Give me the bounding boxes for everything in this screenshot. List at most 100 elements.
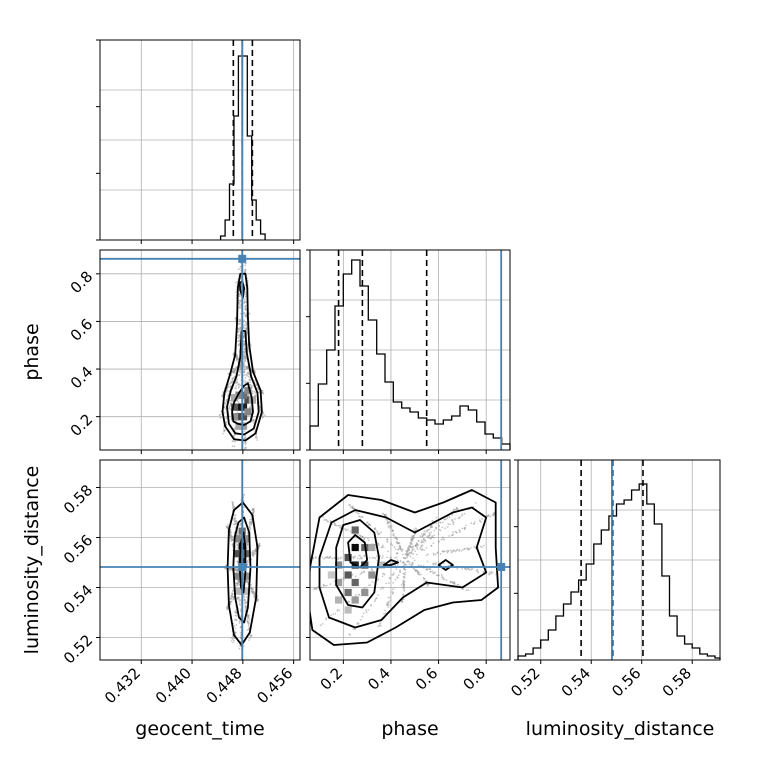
sample-point bbox=[246, 543, 249, 546]
sample-point bbox=[248, 639, 250, 641]
sample-point bbox=[238, 647, 241, 650]
sample-point bbox=[344, 528, 347, 531]
sample-point bbox=[406, 556, 408, 559]
sample-point bbox=[428, 528, 431, 531]
sample-point bbox=[392, 534, 395, 536]
density-cell bbox=[344, 606, 352, 614]
sample-point bbox=[376, 531, 379, 534]
sample-point bbox=[456, 583, 459, 586]
density-cell bbox=[235, 413, 243, 421]
sample-point bbox=[363, 570, 365, 573]
sample-point bbox=[433, 534, 435, 537]
sample-point bbox=[246, 619, 249, 621]
density-cell bbox=[234, 587, 242, 595]
sample-point bbox=[225, 421, 227, 423]
sample-point bbox=[247, 375, 250, 378]
sample-point bbox=[398, 542, 401, 544]
sample-point bbox=[433, 529, 436, 532]
sample-point bbox=[378, 623, 381, 625]
sample-point bbox=[253, 592, 255, 595]
sample-point bbox=[383, 514, 386, 517]
sample-point bbox=[383, 609, 386, 612]
sample-point bbox=[234, 517, 237, 520]
sample-point bbox=[435, 522, 438, 524]
sample-point bbox=[336, 609, 339, 612]
sample-point bbox=[442, 550, 444, 553]
sample-point bbox=[261, 414, 264, 416]
sample-point bbox=[389, 543, 392, 546]
sample-point bbox=[244, 305, 246, 308]
sample-point bbox=[261, 392, 264, 395]
sample-point bbox=[417, 564, 420, 567]
frame-hist-phase bbox=[309, 249, 511, 451]
sample-point bbox=[222, 432, 224, 435]
sample-point bbox=[417, 539, 420, 542]
sample-point bbox=[231, 638, 234, 640]
sample-point bbox=[337, 557, 340, 559]
sample-point bbox=[377, 594, 379, 596]
sample-point bbox=[403, 584, 405, 586]
sample-point bbox=[390, 527, 393, 529]
sample-point bbox=[234, 632, 237, 634]
sample-point bbox=[229, 402, 232, 404]
sample-point bbox=[359, 535, 362, 537]
sample-point bbox=[246, 559, 249, 562]
sample-point bbox=[235, 281, 238, 284]
sample-point bbox=[488, 571, 491, 574]
sample-point bbox=[375, 597, 378, 600]
sample-point bbox=[249, 384, 252, 387]
sample-point bbox=[421, 533, 423, 535]
sample-point bbox=[244, 262, 247, 265]
contour-phase-luminosity_distance-2 bbox=[318, 506, 488, 629]
xlabel-geocent-time: geocent_time bbox=[135, 718, 264, 740]
sample-point bbox=[243, 340, 246, 343]
sample-point bbox=[244, 291, 247, 294]
sample-point bbox=[390, 525, 392, 528]
sample-point bbox=[432, 563, 434, 565]
sample-point bbox=[451, 514, 453, 516]
sample-point bbox=[388, 524, 391, 527]
density-cell bbox=[243, 587, 251, 595]
sample-point bbox=[383, 573, 386, 576]
sample-point bbox=[231, 501, 234, 504]
density-cell bbox=[351, 543, 359, 552]
sample-point bbox=[244, 377, 247, 379]
sample-point bbox=[435, 516, 438, 519]
sample-point bbox=[246, 620, 249, 623]
sample-point bbox=[225, 417, 227, 420]
density-cell bbox=[235, 391, 243, 399]
sample-point bbox=[222, 427, 225, 430]
sample-point bbox=[225, 567, 228, 570]
sample-point bbox=[411, 549, 414, 552]
sample-point bbox=[244, 607, 247, 610]
sample-point bbox=[490, 572, 492, 575]
sample-point bbox=[407, 547, 410, 550]
sample-point bbox=[373, 600, 376, 602]
sample-point bbox=[231, 440, 234, 442]
sample-point bbox=[394, 548, 397, 550]
sample-point bbox=[459, 516, 461, 518]
ylabel-phase: phase bbox=[21, 323, 43, 380]
density-cell bbox=[351, 526, 359, 534]
sample-point bbox=[248, 618, 251, 621]
sample-point bbox=[236, 358, 239, 361]
density-cell bbox=[235, 403, 243, 411]
frame-geocent_time-phase bbox=[99, 249, 301, 451]
sample-point bbox=[380, 531, 383, 534]
sample-point bbox=[256, 439, 258, 441]
sample-point bbox=[366, 521, 369, 524]
sample-point bbox=[388, 526, 391, 529]
sample-point bbox=[243, 596, 246, 599]
sample-point bbox=[402, 582, 405, 585]
truth-marker-phase-luminosity_distance bbox=[497, 563, 506, 571]
sample-point bbox=[252, 551, 255, 554]
sample-point bbox=[449, 523, 452, 525]
contour-geocent_time-phase-2 bbox=[221, 272, 263, 442]
ylabel-luminosity-distance: luminosity_distance bbox=[21, 466, 43, 655]
sample-point bbox=[421, 535, 423, 538]
sample-point bbox=[334, 612, 337, 615]
sample-point bbox=[247, 348, 249, 350]
sample-point bbox=[389, 520, 391, 523]
sample-point bbox=[446, 550, 448, 552]
sample-point bbox=[235, 619, 238, 621]
